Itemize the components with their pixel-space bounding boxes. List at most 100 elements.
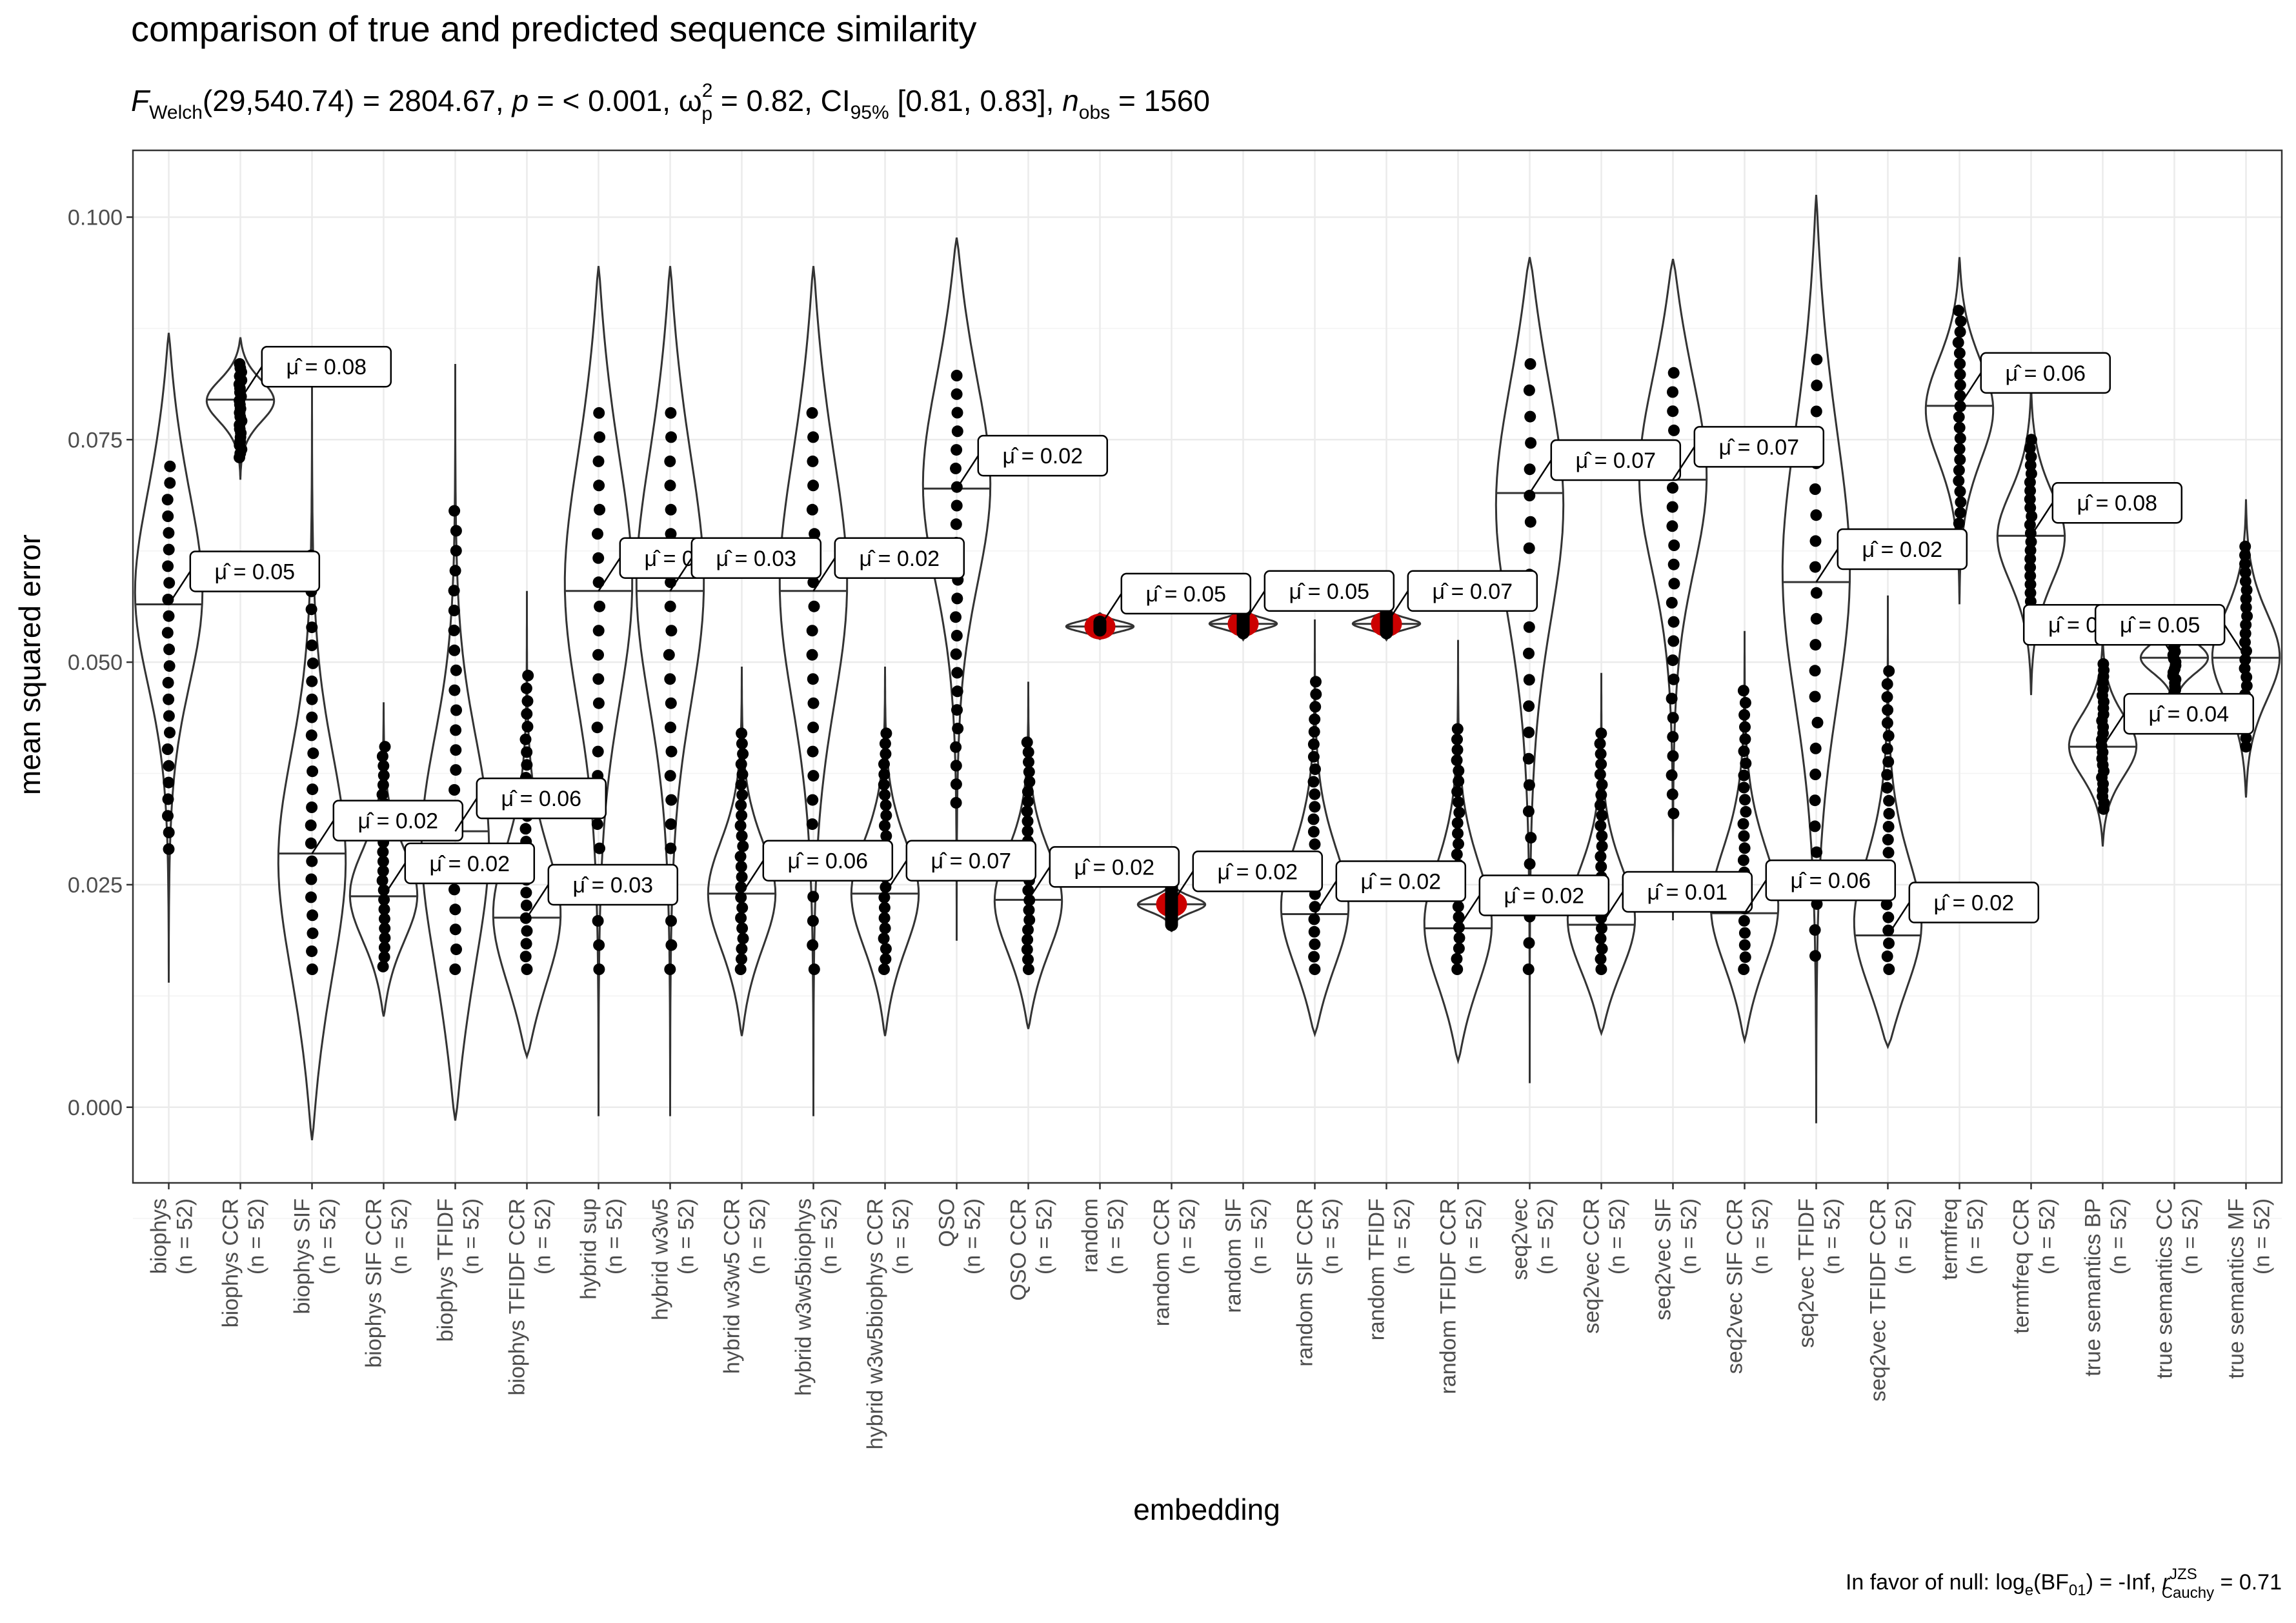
point-7-21 — [664, 455, 676, 467]
violin-1 — [205, 337, 276, 480]
point-6-9 — [592, 745, 604, 758]
point-3-22 — [376, 751, 388, 762]
x-tick-label-13: random(n = 52) — [1078, 1198, 1129, 1275]
point-25-11 — [1954, 432, 1966, 445]
point-24-9 — [1882, 847, 1895, 859]
point-11-15 — [950, 518, 962, 530]
point-7-5 — [665, 842, 677, 854]
mean-label-box-15 — [1264, 570, 1395, 612]
mean-label-1: μ̂ = 0.08 — [287, 355, 367, 379]
point-6-13 — [592, 649, 604, 661]
point-0-9 — [163, 693, 175, 705]
mean-label-11: μ̂ = 0.02 — [1003, 444, 1083, 469]
mean-label-leader-2 — [311, 820, 334, 854]
point-23-11 — [1809, 665, 1821, 677]
x-tick-label-27: true semantics BP(n = 52) — [2081, 1198, 2131, 1376]
mean-label-box-11 — [977, 434, 1109, 477]
mean-label-leader-26 — [2030, 502, 2053, 536]
mean-label-14: μ̂ = 0.02 — [1218, 860, 1298, 884]
point-16-12 — [1307, 813, 1320, 825]
mean-label-box-0 — [189, 550, 321, 592]
point-10-8 — [880, 881, 892, 893]
point-2-11 — [307, 765, 319, 778]
point-25-4 — [1954, 507, 1966, 519]
point-9-0 — [808, 963, 820, 975]
point-8-11 — [734, 851, 747, 863]
point-12-19 — [1023, 776, 1036, 788]
point-0-13 — [161, 627, 174, 639]
point-3-6 — [378, 903, 390, 915]
point-16-2 — [1309, 938, 1321, 951]
point-4-21 — [450, 545, 462, 557]
point-24-10 — [1882, 834, 1894, 846]
point-16-4 — [1308, 913, 1320, 925]
point-3-7 — [378, 894, 390, 906]
y-tick-label-3: 0.075 — [68, 428, 123, 452]
point-3-3 — [379, 932, 391, 944]
point-5-0 — [521, 963, 533, 975]
point-5-3 — [521, 925, 533, 937]
mean-labels: μ̂ = 0.05 μ̂ = 0.08 μ̂ = 0.02 μ̂ = 0.02 μ̂ =… — [168, 345, 2255, 936]
point-0-4 — [163, 776, 175, 789]
point-4-23 — [448, 505, 461, 517]
point-22-13 — [1740, 805, 1752, 818]
point-26-14 — [2026, 510, 2038, 522]
point-26-17 — [2024, 485, 2037, 497]
mean-label-12: μ̂ = 0.02 — [1074, 855, 1155, 880]
point-9-13 — [806, 649, 818, 661]
x-tick-label-12: QSO CCR(n = 52) — [1007, 1198, 1057, 1301]
point-7-19 — [665, 503, 677, 516]
point-6-19 — [594, 503, 606, 516]
point-29-9 — [2239, 662, 2251, 674]
point-2-0 — [306, 963, 318, 975]
point-29-15 — [2241, 610, 2253, 622]
point-21-6 — [1666, 692, 1678, 705]
point-26-16 — [2024, 493, 2036, 505]
point-6-16 — [592, 576, 605, 589]
point-18-11 — [1451, 848, 1463, 860]
point-8-23 — [736, 727, 748, 740]
point-2-5 — [305, 873, 317, 885]
point-4-13 — [450, 704, 462, 716]
point-19-7 — [1523, 779, 1535, 791]
mean-label-2: μ̂ = 0.02 — [358, 809, 439, 834]
point-3-0 — [377, 960, 389, 973]
point-10-7 — [878, 891, 891, 903]
point-23-23 — [1811, 354, 1823, 366]
point-21-17 — [1667, 481, 1678, 494]
point-6-18 — [592, 528, 603, 540]
point-2-19 — [306, 621, 318, 634]
point-16-11 — [1307, 825, 1320, 838]
point-11-19 — [951, 444, 963, 456]
point-29-10 — [2239, 654, 2251, 666]
point-16-20 — [1309, 713, 1321, 725]
point-8-18 — [735, 778, 747, 791]
point-20-11 — [1595, 851, 1607, 863]
point-0-1 — [163, 827, 175, 838]
point-3-12 — [377, 846, 389, 858]
mean-label-leader-24 — [1887, 902, 1910, 936]
point-6-0 — [593, 963, 605, 975]
point-22-0 — [1738, 963, 1750, 975]
point-7-2 — [665, 915, 677, 927]
point-19-5 — [1525, 832, 1537, 844]
point-10-20 — [878, 758, 890, 771]
point-4-22 — [450, 525, 462, 537]
point-23-7 — [1809, 769, 1822, 780]
point-18-17 — [1451, 785, 1464, 798]
point-8-9 — [736, 871, 748, 883]
point-25-5 — [1955, 496, 1967, 509]
point-4-16 — [448, 644, 461, 656]
point-29-12 — [2239, 636, 2251, 649]
point-1-23 — [234, 358, 246, 370]
point-16-16 — [1309, 763, 1321, 775]
point-6-2 — [592, 915, 604, 927]
point-3-11 — [377, 855, 389, 867]
point-18-5 — [1453, 911, 1465, 923]
mean-label-leader-23 — [1815, 549, 1838, 583]
point-4-0 — [449, 963, 461, 975]
point-24-18 — [1882, 730, 1895, 742]
x-tick-label-26: termfreq CCR(n = 52) — [2009, 1198, 2060, 1334]
y-tick-label-2: 0.050 — [68, 650, 123, 675]
